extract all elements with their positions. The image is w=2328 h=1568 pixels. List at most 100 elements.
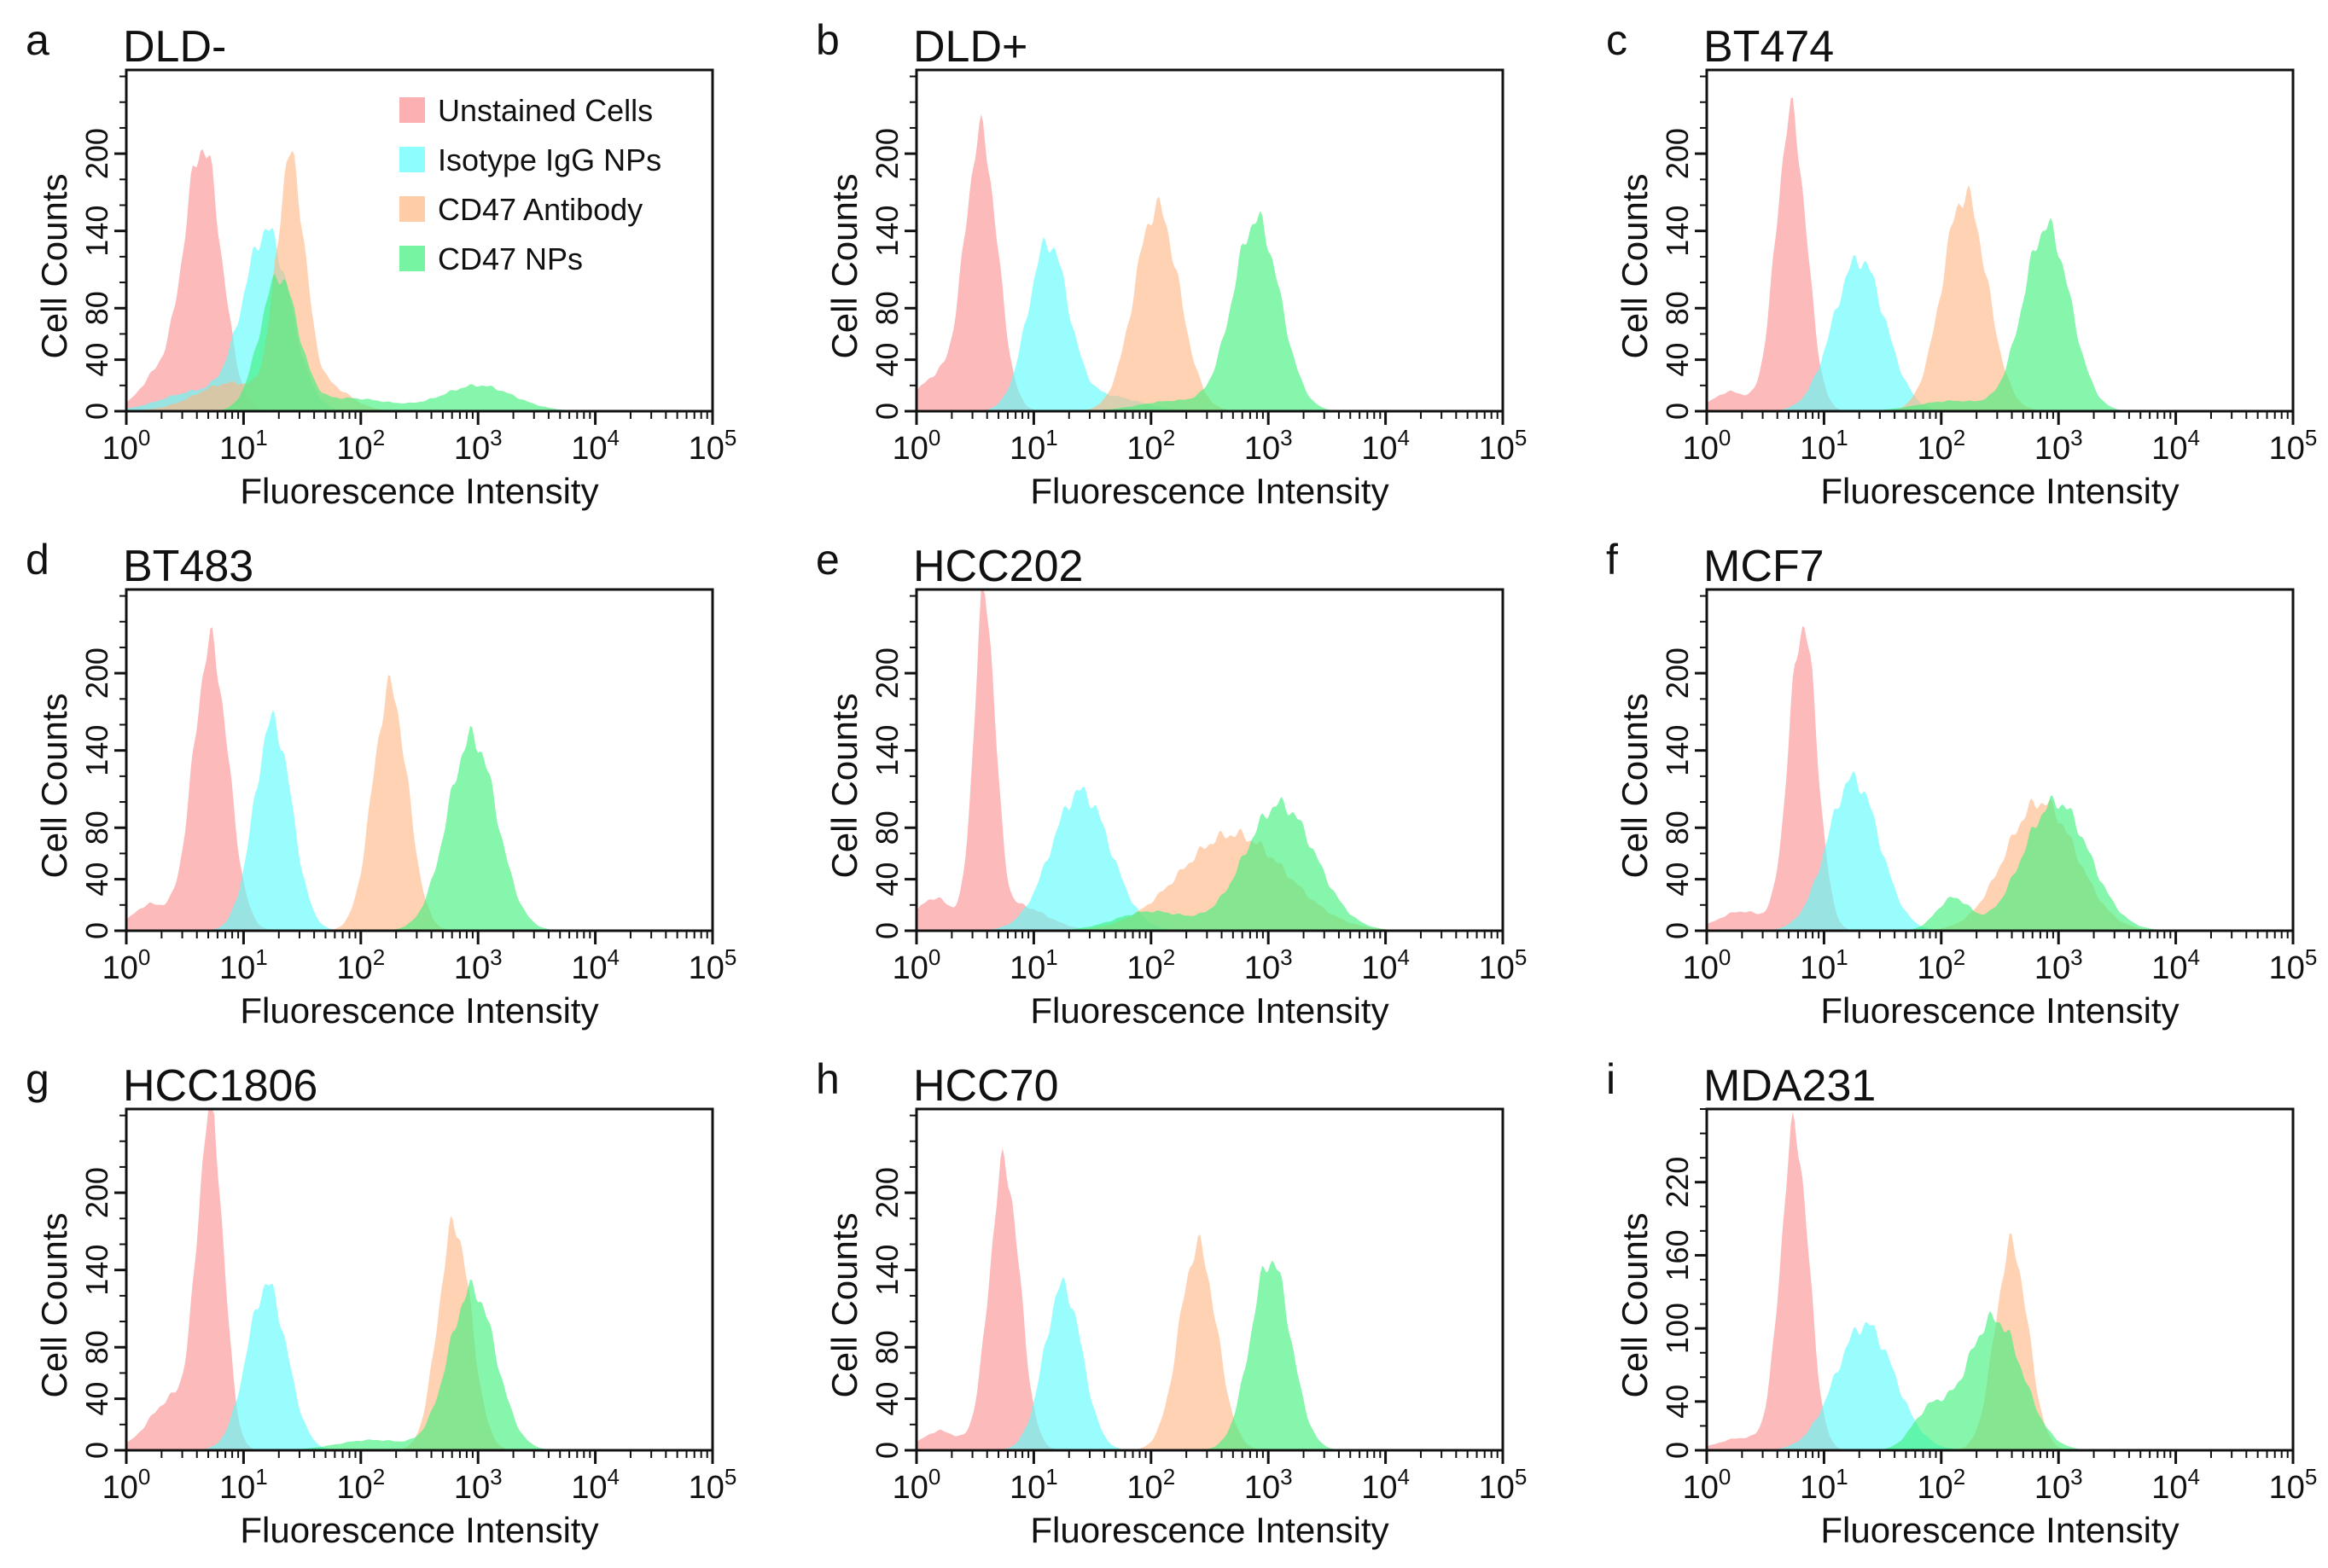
histogram-isotype-igg-nps — [126, 1284, 713, 1450]
y-tick-label: 140 — [79, 1245, 114, 1296]
y-axis-label: Cell Counts — [1615, 1212, 1655, 1397]
y-axis-label: Cell Counts — [1615, 693, 1655, 878]
tick-base: 10 — [454, 1470, 490, 1506]
tick-base: 10 — [571, 950, 607, 986]
x-tick-label: 102 — [1917, 944, 1965, 986]
x-tick-label: 105 — [1479, 944, 1528, 986]
tick-base: 10 — [1010, 1470, 1045, 1506]
tick-exponent: 0 — [138, 1464, 150, 1490]
y-tick-label: 0 — [79, 403, 114, 420]
tick-base: 10 — [571, 431, 607, 467]
y-tick-label: 200 — [79, 128, 114, 179]
tick-exponent: 5 — [725, 1464, 736, 1490]
x-tick-label: 101 — [219, 425, 268, 467]
tick-base: 10 — [893, 431, 928, 467]
x-axis-label: Fluorescence Intensity — [240, 1510, 598, 1550]
y-tick-label: 40 — [870, 343, 905, 377]
tick-exponent: 4 — [2188, 425, 2200, 450]
x-tick-label: 100 — [102, 1464, 151, 1506]
tick-exponent: 1 — [1045, 425, 1057, 450]
tick-base: 10 — [102, 1470, 138, 1506]
panel-title: MCF7 — [1703, 542, 1825, 591]
panel-letter: f — [1606, 536, 1618, 584]
x-tick-label: 102 — [336, 425, 385, 467]
plot-frame — [125, 68, 714, 413]
tick-base: 10 — [1244, 431, 1280, 467]
x-tick-label: 100 — [1683, 425, 1731, 467]
panel-title: DLD+ — [913, 22, 1027, 72]
tick-base: 10 — [1126, 431, 1162, 467]
tick-base: 10 — [2269, 1470, 2305, 1506]
tick-base: 10 — [1683, 431, 1719, 467]
tick-exponent: 4 — [1398, 425, 1410, 450]
tick-base: 10 — [2151, 950, 2187, 986]
x-tick-label: 102 — [1917, 1464, 1965, 1506]
panel-letter: i — [1606, 1055, 1615, 1103]
panel-letter: h — [816, 1055, 840, 1103]
tick-exponent: 1 — [255, 425, 267, 450]
tick-base: 10 — [893, 950, 928, 986]
x-tick-label: 104 — [2151, 425, 2200, 467]
tick-exponent: 2 — [1163, 1464, 1175, 1490]
tick-base: 10 — [454, 950, 490, 986]
y-tick-label: 80 — [870, 291, 905, 325]
y-axis-label: Cell Counts — [34, 173, 74, 358]
y-tick-label: 100 — [1660, 1303, 1695, 1354]
tick-exponent: 2 — [373, 944, 385, 970]
y-tick-label: 160 — [1660, 1229, 1695, 1281]
tick-base: 10 — [1010, 950, 1045, 986]
legend-swatch — [399, 97, 425, 123]
x-axis-label: Fluorescence Intensity — [1820, 990, 2179, 1031]
x-tick-label: 105 — [1479, 1464, 1528, 1506]
tick-base: 10 — [689, 1470, 725, 1506]
y-tick-label: 80 — [79, 810, 114, 845]
y-tick-label: 40 — [870, 1382, 905, 1416]
y-tick-label: 40 — [79, 1382, 114, 1416]
panel-title: BT474 — [1703, 22, 1834, 72]
y-tick-label: 0 — [1660, 1442, 1695, 1459]
y-tick-label: 200 — [1660, 648, 1695, 699]
tick-base: 10 — [1800, 1470, 1836, 1506]
legend-swatch — [399, 196, 425, 222]
y-tick-label: 40 — [79, 862, 114, 897]
legend-swatch — [399, 246, 425, 271]
x-tick-label: 103 — [1244, 1464, 1293, 1506]
y-tick-label: 140 — [870, 1245, 905, 1296]
panel-letter: g — [26, 1055, 49, 1103]
y-tick-label: 0 — [79, 1442, 114, 1459]
x-tick-label: 105 — [689, 944, 737, 986]
x-tick-label: 105 — [689, 425, 737, 467]
x-tick-label: 104 — [571, 1464, 620, 1506]
plot-frame — [915, 68, 1504, 413]
x-tick-label: 100 — [893, 944, 941, 986]
histogram-cd47-antibody — [917, 1234, 1503, 1450]
tick-base: 10 — [2269, 950, 2305, 986]
tick-exponent: 3 — [2070, 1464, 2082, 1490]
tick-base: 10 — [1800, 950, 1836, 986]
tick-base: 10 — [336, 950, 372, 986]
histogram-cd47-nps — [126, 274, 713, 411]
y-tick-label: 140 — [79, 206, 114, 257]
x-tick-label: 104 — [571, 425, 620, 467]
histogram-unstained-cells — [126, 148, 713, 412]
tick-base: 10 — [1361, 950, 1397, 986]
y-axis-label: Cell Counts — [34, 693, 74, 878]
tick-base: 10 — [336, 1470, 372, 1506]
tick-base: 10 — [2151, 431, 2187, 467]
tick-exponent: 2 — [1953, 1464, 1965, 1490]
legend-label: CD47 Antibody — [438, 192, 643, 227]
tick-base: 10 — [2269, 431, 2305, 467]
tick-exponent: 0 — [928, 425, 940, 450]
x-axis-label: Fluorescence Intensity — [1820, 471, 2179, 511]
x-tick-label: 101 — [1800, 425, 1848, 467]
x-tick-label: 100 — [1683, 1464, 1731, 1506]
y-tick-label: 200 — [870, 648, 905, 699]
histogram-cd47-nps — [1707, 1310, 2293, 1450]
x-tick-label: 101 — [1010, 944, 1058, 986]
x-tick-label: 102 — [1126, 944, 1175, 986]
tick-exponent: 0 — [1719, 1464, 1731, 1490]
